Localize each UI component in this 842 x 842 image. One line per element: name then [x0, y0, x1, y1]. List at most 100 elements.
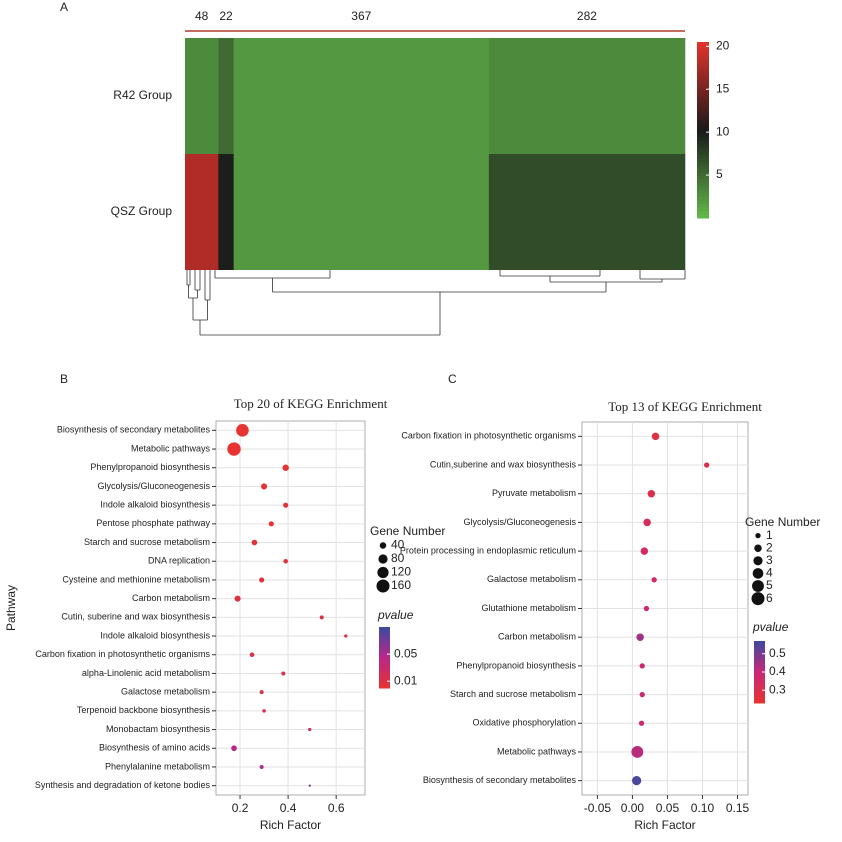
- colorbar: [697, 172, 709, 177]
- colorbar: [754, 678, 765, 681]
- bubble: [281, 671, 286, 676]
- colorbar: [754, 659, 765, 662]
- colorbar: [754, 658, 765, 661]
- heat-cell: [488, 38, 686, 154]
- colorbar: [754, 670, 765, 673]
- colorbar: [697, 119, 709, 124]
- heat-cell: [233, 154, 490, 270]
- y-tick-label: Protein processing in endoplasmic reticu…: [400, 545, 576, 555]
- x-tick-label: 0.05: [656, 801, 680, 815]
- colorbar: [697, 91, 709, 96]
- colorbar: [379, 655, 390, 658]
- colorbar: [754, 647, 765, 650]
- colorbar: [697, 182, 709, 187]
- bubble: [259, 690, 264, 695]
- colorbar: [754, 687, 765, 690]
- heat-cell: [488, 154, 686, 270]
- y-tick-label: Glycolysis/Gluconeogenesis: [463, 517, 576, 527]
- colorbar: [697, 52, 709, 57]
- y-tick-label: Oxidative phosphorylation: [472, 718, 576, 728]
- colorbar: [754, 644, 765, 647]
- bubble: [259, 577, 265, 583]
- colorbar: [379, 627, 390, 630]
- dendrogram: [186, 270, 686, 336]
- y-tick-label: Starch and sucrose metabolism: [84, 537, 210, 547]
- y-tick-label: alpha-Linolenic acid metabolism: [82, 668, 210, 678]
- colorbar: [697, 203, 709, 208]
- bubble: [631, 746, 644, 758]
- y-tick-label: Glutathione metabolism: [481, 603, 576, 613]
- colorbar: [697, 200, 709, 205]
- colorbar: [697, 207, 709, 212]
- chart-title: Top 13 of KEGG Enrichment: [608, 399, 762, 414]
- colorbar: [754, 667, 765, 670]
- colorbar: [697, 168, 709, 173]
- size-legend-label: 120: [391, 565, 411, 579]
- colorbar: [379, 631, 390, 634]
- x-tick-label: 0.10: [691, 801, 715, 815]
- colorbar: [697, 130, 709, 135]
- colorbar: [697, 112, 709, 117]
- bubble: [236, 424, 249, 437]
- colorbar-label: 15: [716, 81, 730, 95]
- colorbar: [697, 84, 709, 89]
- y-tick-label: Cutin, suberine and wax biosynthesis: [61, 612, 210, 622]
- colorbar: [754, 689, 765, 692]
- colorbar: [697, 66, 709, 71]
- x-axis-title: Rich Factor: [260, 818, 321, 832]
- colorbar: [754, 648, 765, 651]
- size-legend-title: Gene Number: [370, 524, 445, 538]
- colorbar: [379, 662, 390, 665]
- y-axis-title: Pathway: [4, 585, 18, 631]
- colorbar: [379, 677, 390, 680]
- size-legend-label: 3: [766, 553, 773, 567]
- group-size-label: 22: [219, 9, 233, 23]
- bubble: [308, 784, 311, 787]
- group-size-label: 48: [195, 9, 209, 23]
- colorbar: [379, 645, 390, 648]
- bubble: [251, 539, 258, 546]
- row-label: R42 Group: [113, 88, 172, 102]
- size-legend-label: 40: [391, 538, 405, 552]
- size-legend-label: 160: [391, 578, 411, 592]
- size-legend-label: 5: [766, 578, 773, 592]
- bubble: [319, 615, 324, 620]
- colorbar: [379, 649, 390, 652]
- group-size-label: 282: [577, 9, 597, 23]
- colorbar: [697, 77, 709, 82]
- y-tick-label: Synthesis and degradation of ketone bodi…: [35, 780, 211, 790]
- colorbar: [379, 630, 390, 633]
- colorbar: [379, 660, 390, 663]
- colorbar: [754, 675, 765, 678]
- bubble: [259, 764, 264, 769]
- y-tick-label: Carbon fixation in photosynthetic organi…: [35, 649, 210, 659]
- colorbar: [754, 676, 765, 679]
- colorbar: [697, 175, 709, 180]
- y-tick-label: Carbon metabolism: [132, 593, 210, 603]
- x-tick-label: 0.00: [621, 801, 645, 815]
- colorbar: [697, 59, 709, 64]
- colorbar: [379, 681, 390, 684]
- y-tick-label: Metabolic pathways: [497, 746, 577, 756]
- colorbar: [379, 683, 390, 686]
- colorbar: [379, 639, 390, 642]
- colorbar: [754, 685, 765, 688]
- bubble: [704, 462, 710, 468]
- colorbar: [697, 144, 709, 149]
- size-legend-key: [755, 532, 761, 539]
- size-legend-key: [378, 554, 388, 564]
- colorbar: [754, 695, 765, 698]
- heat-cell: [233, 38, 490, 154]
- bubble: [636, 633, 644, 641]
- colorbar: [697, 196, 709, 201]
- size-legend-key: [752, 580, 764, 592]
- colorbar: [754, 665, 765, 668]
- y-tick-label: Pentose phosphate pathway: [96, 518, 210, 528]
- colorbar: [754, 641, 765, 644]
- size-legend-key: [754, 544, 762, 552]
- heat-cell: [218, 38, 234, 154]
- y-tick-label: Phenylpropanoid biosynthesis: [90, 462, 210, 472]
- colorbar: [379, 675, 390, 678]
- bubble: [283, 558, 288, 564]
- colorbar-label: 20: [716, 38, 730, 52]
